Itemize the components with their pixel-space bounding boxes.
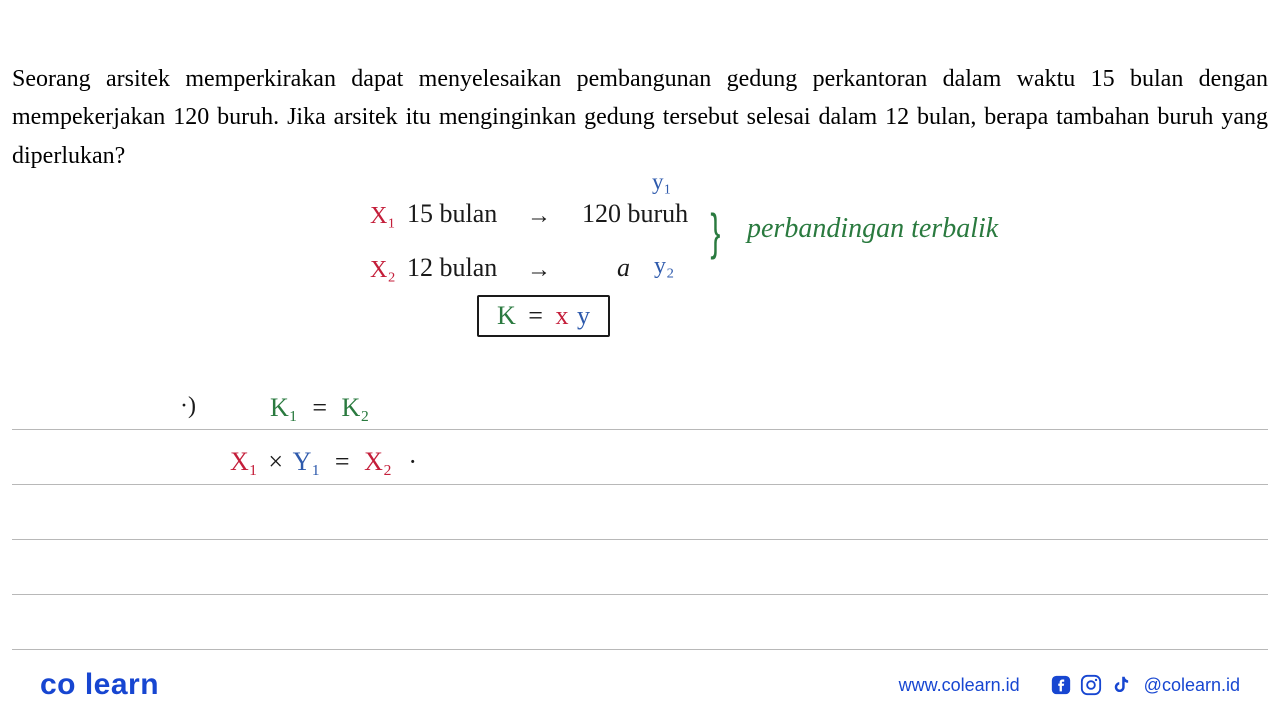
paper-line-1 <box>12 375 1268 430</box>
formula-eq: = <box>528 301 543 330</box>
xy-y1: Y₁ <box>293 447 321 476</box>
arrow-2: → <box>527 257 551 284</box>
instagram-icon[interactable] <box>1080 674 1102 696</box>
label-x1: X₁ <box>370 203 396 230</box>
xy-times: × <box>268 447 283 476</box>
note-perbandingan: perbandingan terbalik <box>747 213 998 245</box>
step-marker: ·) <box>180 393 196 420</box>
social-handle: @colearn.id <box>1144 675 1240 696</box>
label-y1: y₁ <box>652 169 672 195</box>
formula-x: x <box>555 301 568 330</box>
facebook-icon[interactable] <box>1050 674 1072 696</box>
footer: co learn www.colearn.id @colearn.id <box>0 650 1280 720</box>
k-eq-sign: = <box>312 393 327 422</box>
label-y2: y₂ <box>654 253 674 280</box>
xy-x1: X₁ <box>230 447 258 476</box>
xy-equation: X₁ × Y₁ = X₂ · <box>230 447 417 477</box>
handwriting-area: y₁ X₁ 15 bulan → 120 buruh X₂ 12 bulan →… <box>12 175 1268 655</box>
paper-line-5 <box>12 595 1268 650</box>
website-link[interactable]: www.colearn.id <box>899 675 1020 696</box>
brace-icon: } <box>710 203 720 261</box>
value-x1: 15 bulan <box>407 199 497 229</box>
k-equation: K₁ = K₂ <box>270 393 369 423</box>
question-text: Seorang arsitek memperkirakan dapat meny… <box>12 60 1268 175</box>
k2-label: K₂ <box>342 393 370 422</box>
formula-y: y <box>577 301 590 330</box>
value-y2-unknown: a <box>617 253 630 283</box>
social-links: @colearn.id <box>1050 674 1240 696</box>
paper-line-4 <box>12 540 1268 595</box>
brand-logo: co learn <box>40 668 159 702</box>
label-x2: X₂ <box>370 257 396 284</box>
xy-dot: · <box>408 447 417 476</box>
formula-k: K <box>497 301 516 330</box>
paper-line-2 <box>12 430 1268 485</box>
arrow-1: → <box>527 203 551 230</box>
xy-eq: = <box>335 447 350 476</box>
formula-box: K = x y <box>477 295 610 337</box>
k1-label: K₁ <box>270 393 298 422</box>
value-y1: 120 buruh <box>582 199 688 229</box>
tiktok-icon[interactable] <box>1110 674 1132 696</box>
xy-x2: X₂ <box>364 447 392 476</box>
value-x2: 12 bulan <box>407 253 497 283</box>
paper-line-3 <box>12 485 1268 540</box>
